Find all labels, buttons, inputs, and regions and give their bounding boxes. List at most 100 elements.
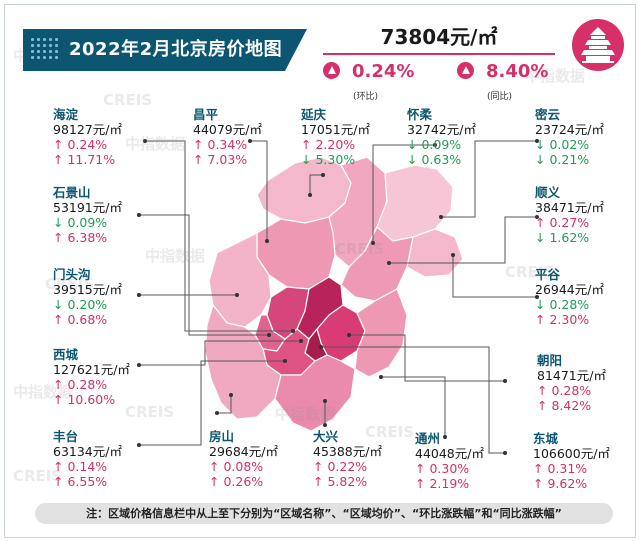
leader-lines <box>139 140 537 454</box>
leader-tongzhou <box>381 376 446 437</box>
up-arrow-icon: ↑ <box>53 392 64 407</box>
district-mom: ↓ 0.28% <box>535 297 590 312</box>
district-haidian: 海淀 98127元/㎡ ↑ 0.24% ↑ 11.71% <box>53 107 122 167</box>
district-mom: ↑ 0.27% <box>535 215 590 230</box>
title-banner: 2022年2月北京房价地图 <box>23 29 285 71</box>
district-xicheng: 西城 127621元/㎡ ↑ 0.28% ↑ 10.60% <box>53 347 130 407</box>
beijing-district-map <box>137 139 539 455</box>
district-price: 29684元/㎡ <box>209 444 278 459</box>
title-banner-tail <box>285 29 307 71</box>
leader-shijingshan <box>139 214 269 336</box>
temple-of-heaven-logo-icon <box>572 19 624 71</box>
up-arrow-icon: ↑ <box>53 377 64 392</box>
up-arrow-icon: ↑ <box>53 459 64 474</box>
overall-yoy-value: 8.40% <box>486 61 549 82</box>
district-huairou: 怀柔 32742元/㎡ ↓ 0.09% ↓ 0.63% <box>407 107 476 167</box>
district-yoy: ↑ 2.19% <box>415 476 470 491</box>
district-name: 石景山 <box>53 185 91 200</box>
district-name: 延庆 <box>301 107 327 122</box>
dots-icon <box>31 38 59 62</box>
up-arrow-icon: ↑ <box>53 152 64 167</box>
district-mom: ↓ 0.09% <box>53 215 108 230</box>
district-mom: ↓ 0.20% <box>53 297 108 312</box>
down-arrow-icon: ↓ <box>407 137 418 152</box>
district-name: 昌平 <box>193 107 219 122</box>
district-mom: ↑ 0.30% <box>415 461 470 476</box>
up-arrow-icon: ↑ <box>301 137 312 152</box>
district-mom: ↑ 0.34% <box>193 137 248 152</box>
footnote: 注：区域价格信息栏中从上至下分别为“区域名称”、“区域均价”、“环比涨跌幅”和“… <box>35 503 613 524</box>
leader-changping <box>250 140 268 241</box>
leader-yanqing <box>309 174 323 195</box>
district-fengtai: 丰台 63134元/㎡ ↑ 0.14% ↑ 6.55% <box>53 429 122 489</box>
district-mom: ↓ 0.09% <box>407 137 462 152</box>
district-price: 98127元/㎡ <box>53 122 122 137</box>
district-price: 44079元/㎡ <box>193 122 262 137</box>
district-name: 房山 <box>209 429 235 444</box>
district-yanqing: 延庆 17051元/㎡ ↑ 2.20% ↓ 5.30% <box>301 107 370 167</box>
district-yoy: ↑ 7.03% <box>193 152 248 167</box>
district-name: 怀柔 <box>407 107 433 122</box>
up-arrow-icon: ↑ <box>535 215 546 230</box>
district-yoy: ↑ 9.62% <box>533 476 588 491</box>
district-tongzhou: 通州 44048元/㎡ ↑ 0.30% ↑ 2.19% <box>415 431 484 491</box>
district-name: 海淀 <box>53 107 79 122</box>
district-mom: ↑ 0.08% <box>209 459 264 474</box>
down-arrow-icon: ↓ <box>535 297 546 312</box>
up-arrow-icon: ↑ <box>53 312 64 327</box>
district-yoy: ↑ 6.55% <box>53 474 108 489</box>
overall-yoy: 8.40% <box>457 61 548 82</box>
district-name: 大兴 <box>313 429 339 444</box>
district-yoy: ↑ 5.82% <box>313 474 368 489</box>
leader-huairou <box>372 144 435 243</box>
up-arrow-icon: ↑ <box>53 474 64 489</box>
district-name: 密云 <box>535 107 561 122</box>
district-changping: 昌平 44079元/㎡ ↑ 0.34% ↑ 7.03% <box>193 107 262 167</box>
down-arrow-icon: ↓ <box>535 152 546 167</box>
down-arrow-icon: ↓ <box>407 152 418 167</box>
district-miyun: 密云 23724元/㎡ ↓ 0.02% ↓ 0.21% <box>535 107 604 167</box>
leader-miyun <box>441 140 537 218</box>
tongzhou-region <box>354 288 408 378</box>
district-yoy: ↑ 2.30% <box>535 312 590 327</box>
district-yoy: ↑ 0.26% <box>209 474 264 489</box>
district-yoy: ↓ 1.62% <box>535 230 590 245</box>
leader-shunyi <box>389 216 537 264</box>
overall-yoy-label: (同比) <box>487 92 513 102</box>
up-arrow-icon: ↑ <box>415 461 426 476</box>
district-shunyi: 顺义 38471元/㎡ ↑ 0.27% ↓ 1.62% <box>535 185 604 245</box>
up-arrow-icon: ↑ <box>209 459 220 474</box>
district-price: 63134元/㎡ <box>53 444 122 459</box>
district-price: 26944元/㎡ <box>535 282 604 297</box>
district-price: 44048元/㎡ <box>415 446 484 461</box>
divider <box>323 53 555 55</box>
district-price: 81471元/㎡ <box>537 368 606 383</box>
district-mom: ↑ 0.24% <box>53 137 108 152</box>
district-yoy: ↑ 11.71% <box>53 152 116 167</box>
district-yoy: ↓ 0.21% <box>535 152 590 167</box>
page-title: 2022年2月北京房价地图 <box>69 39 283 60</box>
down-arrow-icon: ↓ <box>53 215 64 230</box>
district-shijingshan: 石景山 53191元/㎡ ↓ 0.09% ↑ 6.38% <box>53 185 122 245</box>
district-dongcheng: 东城 106600元/㎡ ↑ 0.31% ↑ 9.62% <box>533 431 610 491</box>
district-pinggu: 平谷 26944元/㎡ ↓ 0.28% ↑ 2.30% <box>535 267 604 327</box>
leader-pinggu <box>452 255 537 298</box>
up-arrow-icon: ↑ <box>209 474 220 489</box>
district-chaoyang: 朝阳 81471元/㎡ ↑ 0.28% ↑ 8.42% <box>537 353 606 413</box>
district-yoy: ↓ 0.63% <box>407 152 462 167</box>
district-daxing: 大兴 45388元/㎡ ↑ 0.22% ↑ 5.82% <box>313 429 382 489</box>
district-mom: ↓ 0.02% <box>535 137 590 152</box>
district-mom: ↑ 0.22% <box>313 459 368 474</box>
up-arrow-icon: ↑ <box>53 137 64 152</box>
district-price: 23724元/㎡ <box>535 122 604 137</box>
leader-chaoyang <box>349 334 505 382</box>
up-arrow-icon: ↑ <box>537 398 548 413</box>
district-yoy: ↑ 6.38% <box>53 230 108 245</box>
down-arrow-icon: ↓ <box>53 297 64 312</box>
district-name: 朝阳 <box>537 353 563 368</box>
leader-fengtai <box>139 360 285 446</box>
overall-mom-value: 0.24% <box>352 61 415 82</box>
miyun-region <box>376 164 454 242</box>
up-arrow-icon: ↑ <box>415 476 426 491</box>
up-arrow-icon <box>323 62 340 79</box>
